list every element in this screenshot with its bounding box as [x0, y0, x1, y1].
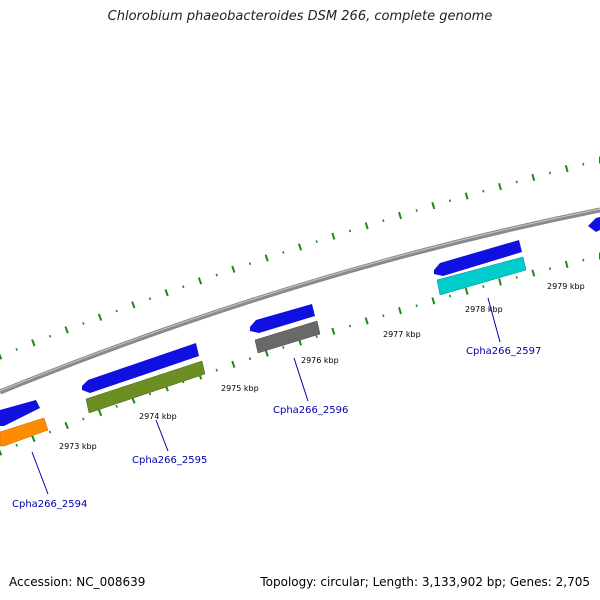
major-tick: [364, 317, 369, 325]
major-tick: [331, 232, 336, 240]
kbp-label: 2975 kbp: [221, 384, 259, 393]
gene-box-cpha266-2595[interactable]: [85, 360, 206, 414]
major-tick: [464, 287, 469, 295]
major-tick: [398, 211, 402, 220]
major-tick: [331, 327, 336, 335]
major-tick: [31, 339, 36, 347]
minor-tick: [515, 180, 518, 184]
major-tick: [431, 202, 436, 210]
minor-tick: [315, 335, 318, 338]
major-tick: [264, 254, 269, 262]
major-tick: [131, 301, 136, 309]
minor-tick: [48, 430, 52, 434]
gene-box-cpha266-2597[interactable]: [436, 256, 527, 296]
gene-leader-line: [31, 451, 49, 495]
major-tick: [97, 313, 103, 321]
minor-tick: [582, 258, 585, 262]
minor-tick: [248, 262, 252, 266]
minor-tick: [548, 267, 552, 271]
gene-label-cpha266-2596[interactable]: Cpha266_2596: [273, 405, 348, 416]
minor-tick: [415, 304, 418, 308]
minor-tick: [282, 346, 285, 349]
major-tick: [31, 434, 36, 443]
minor-tick: [148, 392, 152, 396]
minor-tick: [248, 357, 252, 361]
inner-tick-track: [0, 252, 600, 456]
minor-tick: [48, 334, 52, 338]
minor-tick: [482, 189, 485, 193]
major-tick: [398, 307, 402, 315]
major-tick: [564, 164, 569, 173]
cds-arrow[interactable]: [434, 240, 522, 276]
cds-arrow[interactable]: [588, 217, 600, 232]
gene-leader-line: [487, 297, 501, 343]
minor-tick: [515, 276, 518, 279]
minor-tick: [115, 404, 118, 408]
accession-text: Accession: NC_008639: [9, 575, 146, 589]
minor-tick: [548, 171, 552, 175]
map-title: Chlorobium phaeobacteroides DSM 266, com…: [107, 9, 493, 24]
minor-tick: [482, 285, 485, 288]
major-tick: [498, 278, 502, 286]
minor-tick: [215, 368, 218, 372]
minor-tick: [582, 162, 585, 166]
cds-arrow[interactable]: [250, 304, 315, 333]
kbp-label: 2976 kbp: [301, 356, 339, 365]
cds-arrow[interactable]: [82, 343, 199, 393]
minor-tick: [348, 324, 352, 328]
minor-tick: [448, 294, 452, 298]
genome-backbone-highlight: [0, 208, 600, 392]
major-tick: [564, 260, 569, 269]
genome-summary-text: Topology: circular; Length: 3,133,902 bp…: [260, 575, 590, 589]
genome-backbone: [0, 207, 600, 395]
minor-tick: [215, 273, 218, 277]
outer-tick-track: [0, 156, 600, 360]
major-tick: [197, 277, 203, 285]
kbp-label: 2973 kbp: [59, 442, 97, 451]
minor-tick: [415, 209, 418, 212]
kbp-label: 2977 kbp: [383, 330, 421, 339]
major-tick: [498, 182, 502, 191]
minor-tick: [148, 297, 152, 301]
minor-tick: [82, 417, 85, 421]
minor-tick: [382, 314, 385, 318]
kbp-label: 2974 kbp: [139, 412, 177, 421]
gene-label-cpha266-2594[interactable]: Cpha266_2594: [12, 499, 87, 510]
kbp-label: 2978 kbp: [465, 305, 503, 314]
major-tick: [531, 269, 536, 277]
minor-tick: [282, 251, 285, 254]
gene-label-cpha266-2595[interactable]: Cpha266_2595: [132, 455, 207, 466]
minor-tick: [15, 443, 18, 447]
kbp-label: 2979 kbp: [547, 282, 585, 291]
major-tick: [231, 265, 236, 273]
gene-label-cpha266-2597[interactable]: Cpha266_2597: [466, 346, 541, 357]
major-tick: [64, 421, 69, 430]
minor-tick: [182, 285, 185, 289]
minor-tick: [348, 229, 352, 233]
major-tick: [97, 409, 103, 417]
major-tick: [464, 192, 469, 200]
major-tick: [431, 297, 436, 305]
major-tick: [164, 289, 169, 297]
gene-leader-line: [155, 419, 169, 452]
major-tick: [0, 449, 3, 456]
gene-box-cpha266-2594[interactable]: [0, 417, 49, 447]
major-tick: [0, 353, 3, 360]
minor-tick: [448, 199, 452, 203]
major-tick: [364, 222, 369, 230]
minor-tick: [15, 347, 18, 351]
major-tick: [231, 360, 236, 369]
minor-tick: [382, 219, 385, 223]
cds-arrow[interactable]: [0, 400, 40, 426]
minor-tick: [315, 240, 318, 243]
major-tick: [531, 173, 536, 182]
gene-leader-line: [293, 357, 309, 402]
minor-tick: [115, 309, 118, 313]
gene-box-cpha266-2596[interactable]: [254, 320, 321, 354]
major-tick: [64, 326, 69, 334]
major-tick: [297, 243, 303, 251]
minor-tick: [82, 322, 85, 325]
